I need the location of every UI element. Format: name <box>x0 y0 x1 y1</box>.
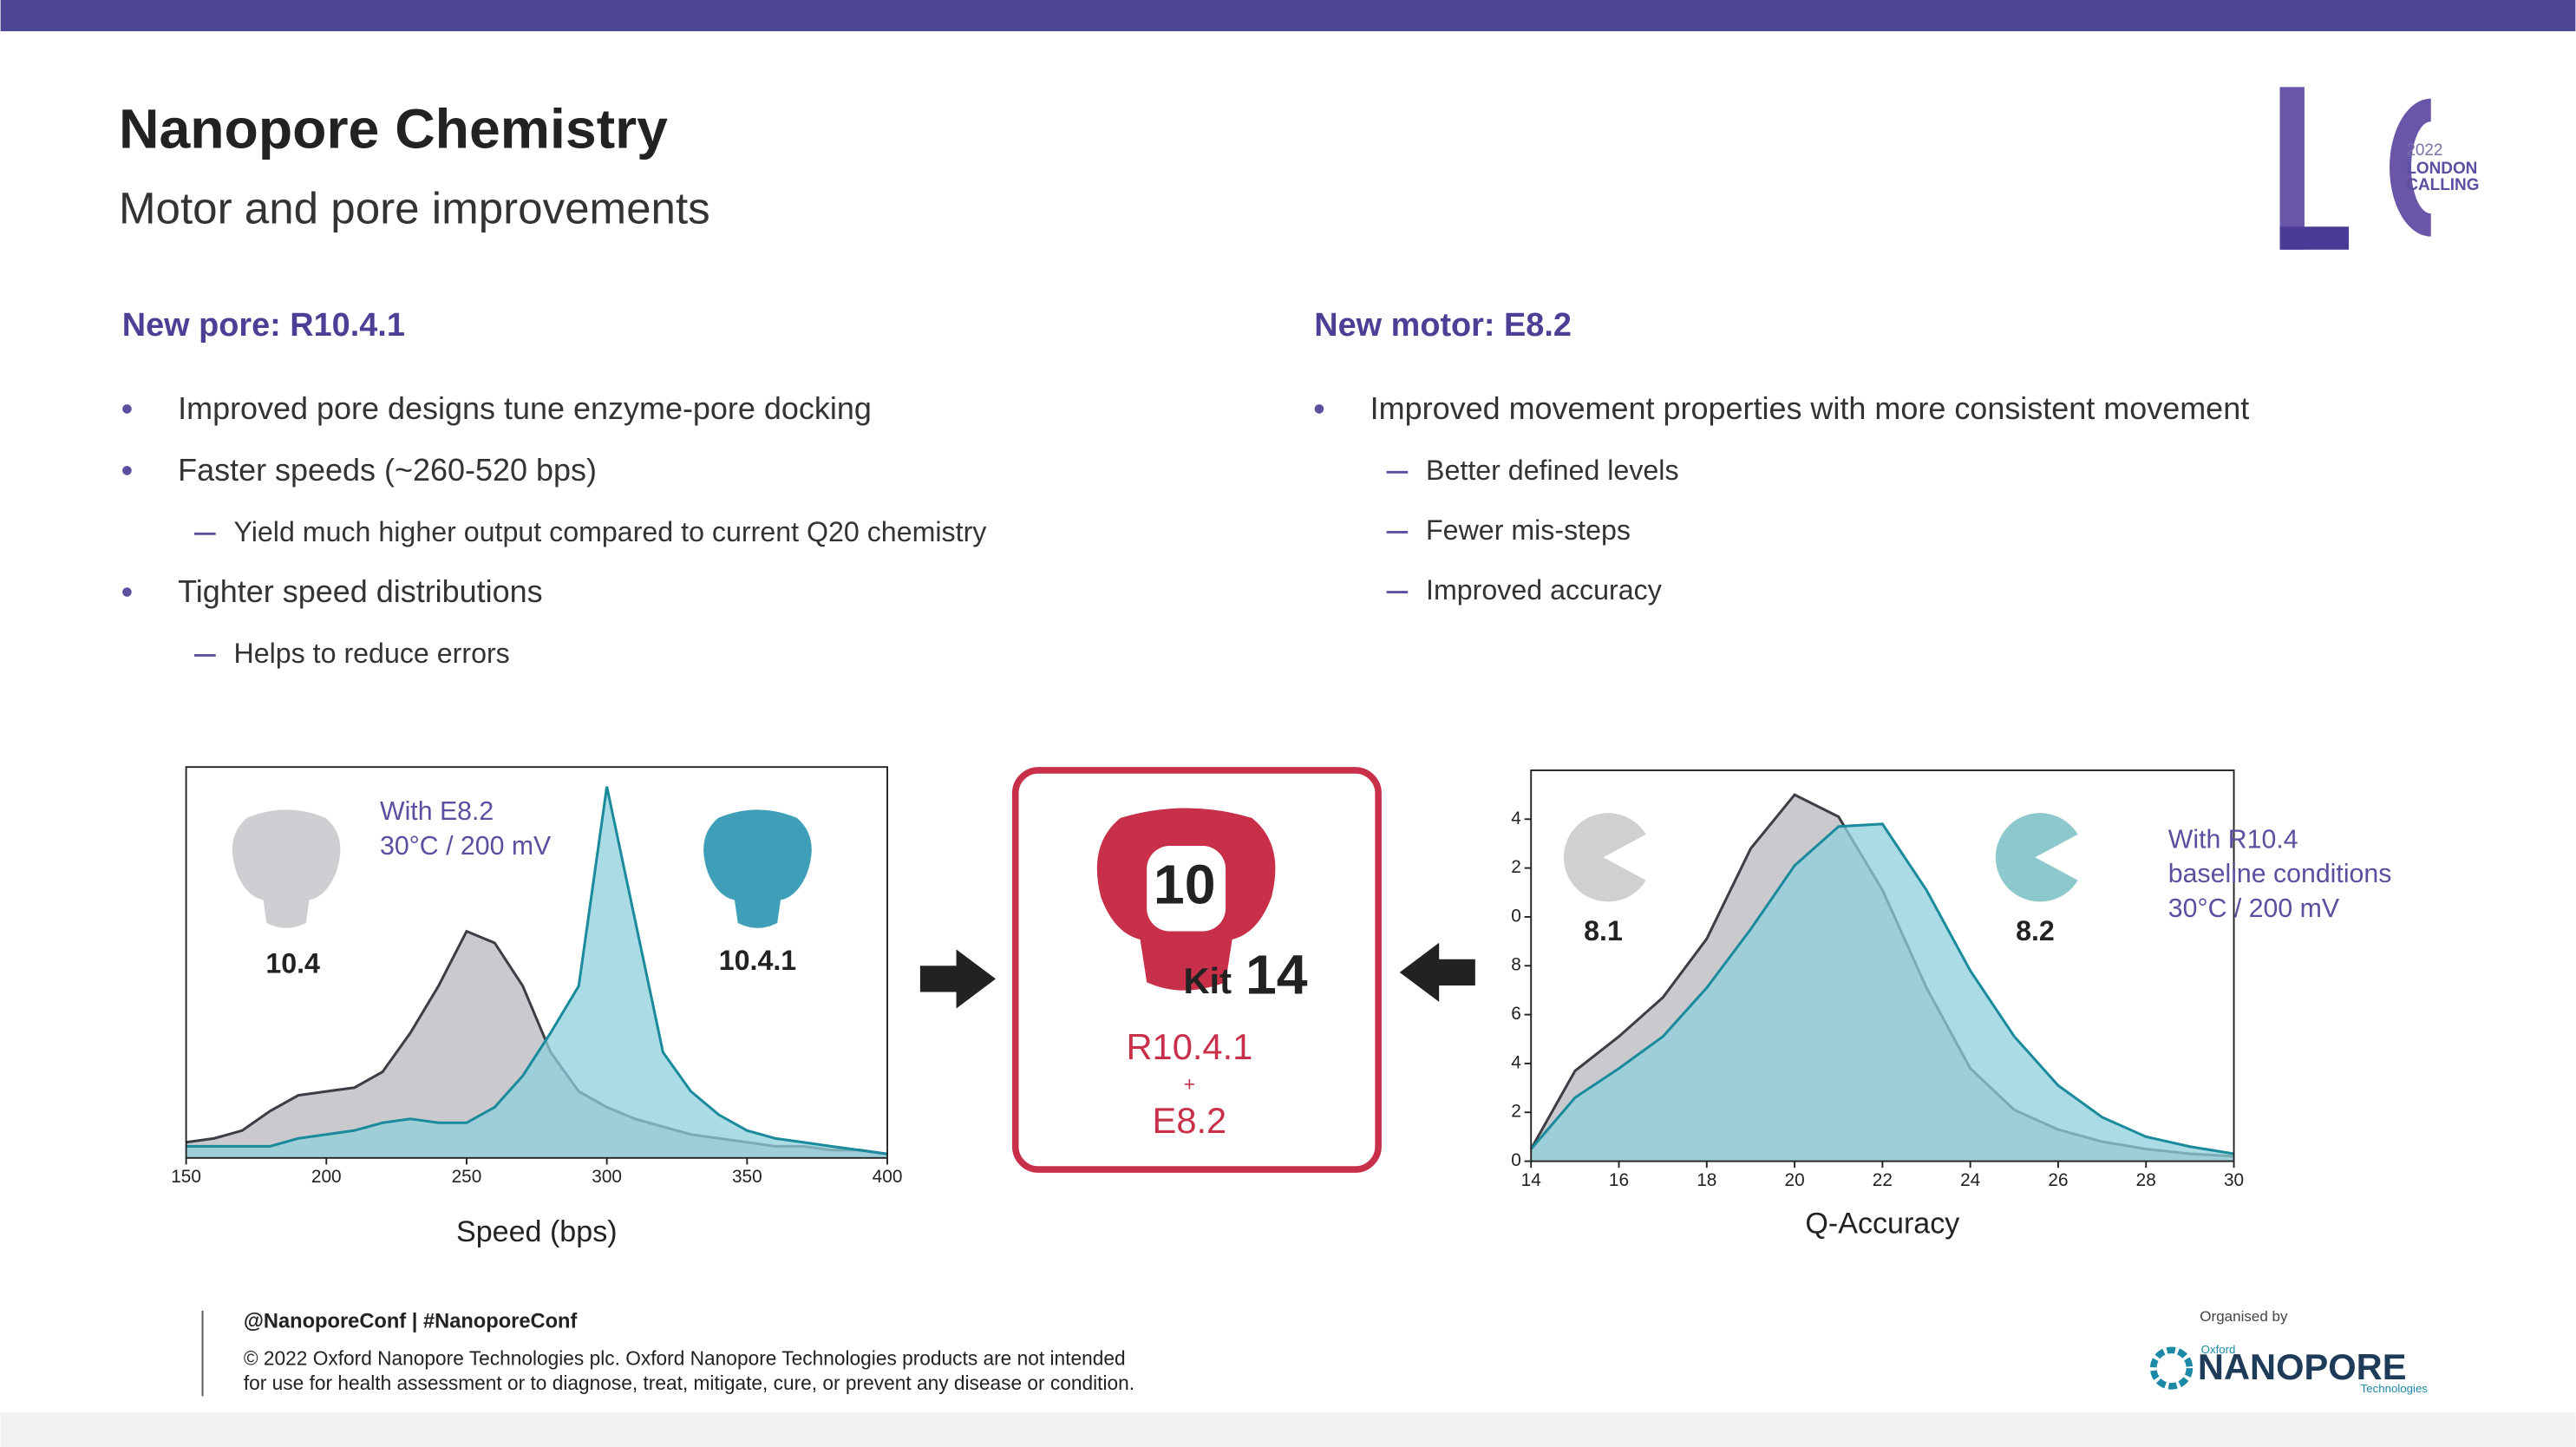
series-label: 10.4 <box>265 948 320 979</box>
kit-line: E8.2 <box>1153 1100 1227 1141</box>
sub-text: Better defined levels <box>1426 455 1679 486</box>
footer-disclaimer: for use for health assessment or to diag… <box>244 1372 1134 1394</box>
series-area <box>1531 823 2234 1162</box>
org-logo-bottom: Technologies <box>2361 1382 2429 1395</box>
motor-icon <box>1995 813 2078 902</box>
kit-line: R10.4.1 <box>1126 1026 1252 1067</box>
y-tick-label: 6 <box>1511 1004 1521 1024</box>
logo-line: LONDON <box>2406 160 2477 178</box>
annotation: 30°C / 200 mV <box>2168 894 2340 923</box>
bullet <box>122 466 132 475</box>
y-tick-label: 4 <box>1511 809 1521 828</box>
title: Nanopore Chemistry <box>119 97 668 160</box>
kit-icon-window <box>1147 846 1226 932</box>
logo-year: 2022 <box>2406 141 2442 160</box>
arrow-left <box>1399 942 1475 1002</box>
x-tick-label: 26 <box>2048 1170 2068 1190</box>
y-tick-label: 8 <box>1511 955 1521 975</box>
y-tick-label: 4 <box>1511 1052 1521 1072</box>
footer: @NanoporeConf | #NanoporeConf © 2022 Oxf… <box>201 1308 2429 1397</box>
pore-icon <box>703 809 812 928</box>
logo-l-foot <box>2279 226 2350 250</box>
bullet <box>122 404 132 414</box>
x-tick-label: 30 <box>2224 1170 2244 1190</box>
sections: New pore: R10.4.1 Improved pore designs t… <box>122 307 2249 669</box>
x-tick-label: 300 <box>592 1167 622 1187</box>
series-line <box>186 786 888 1156</box>
logo-c <box>2390 98 2431 237</box>
logo-line: CALLING <box>2406 176 2479 194</box>
organised-by: Organised by <box>2200 1308 2288 1325</box>
sub-text: Yield much higher output compared to cur… <box>233 516 987 547</box>
x-tick-label: 18 <box>1697 1170 1716 1190</box>
bullet-text: Improved movement properties with more c… <box>1370 390 2250 426</box>
kit-label: Kit <box>1183 960 1232 1001</box>
series-label: 8.1 <box>1584 915 1623 946</box>
bottom-band <box>0 1412 2576 1447</box>
sub-text: Fewer mis-steps <box>1426 514 1631 546</box>
series-label: 10.4.1 <box>719 945 796 976</box>
kit-box: 10 Kit 14 R10.4.1 + E8.2 <box>1011 767 1382 1173</box>
chart: 150 200 250 300 350 400 Speed (bps) With E8.2 30… <box>171 766 903 1248</box>
bullet <box>1314 404 1324 414</box>
bullet <box>122 587 132 597</box>
section-heading: New motor: E8.2 <box>1314 307 1572 344</box>
footer-social: @NanoporeConf | #NanoporeConf <box>244 1310 578 1332</box>
x-tick-label: 400 <box>873 1167 903 1187</box>
x-tick-label: 24 <box>1960 1170 1980 1190</box>
x-tick-label: 20 <box>1785 1170 1805 1190</box>
bullet-text: Tighter speed distributions <box>178 573 543 609</box>
annotation: 30°C / 200 mV <box>380 832 552 861</box>
sub-text: Improved accuracy <box>1426 574 1663 606</box>
org-logo-mark <box>2149 1346 2194 1390</box>
kit-number: 14 <box>1246 943 1308 1005</box>
series-area <box>186 931 888 1158</box>
x-axis-label: Q-Accuracy <box>1805 1207 1959 1240</box>
x-tick-label: 28 <box>2136 1170 2156 1190</box>
org-logo-name: NANOPORE <box>2198 1346 2407 1387</box>
x-tick-label: 200 <box>311 1167 342 1187</box>
x-tick-label: 16 <box>1609 1170 1629 1190</box>
arrow-right <box>919 949 996 1009</box>
x-tick-label: 250 <box>452 1167 482 1187</box>
x-tick-label: 14 <box>1521 1170 1541 1190</box>
chart: 14 16 18 20 22 24 26 28 3002468024Q-AccuracyWith… <box>1511 769 2392 1240</box>
x-tick-label: 150 <box>171 1167 201 1187</box>
annotation: With E8.2 <box>380 797 494 826</box>
y-tick-label: 0 <box>1511 906 1521 926</box>
series-label: 8.2 <box>2016 915 2055 946</box>
x-tick-label: 22 <box>1873 1170 1893 1190</box>
footer-disclaimer: © 2022 Oxford Nanopore Technologies plc.… <box>244 1347 1126 1370</box>
logo: 2022 LONDON CALLING <box>2279 87 2479 250</box>
logo-l <box>2279 87 2305 250</box>
annotation: baseline conditions <box>2168 860 2392 888</box>
bullet-text: Faster speeds (~260-520 bps) <box>178 452 597 488</box>
pore-icon <box>232 809 341 928</box>
series-line <box>1530 822 2234 1156</box>
bullet-text: Improved pore designs tune enzyme-pore d… <box>178 390 872 426</box>
x-tick-label: 350 <box>732 1167 762 1187</box>
series-area <box>186 786 888 1158</box>
top-bar <box>0 0 2576 31</box>
annotation: With R10.4 <box>2168 825 2298 854</box>
y-tick-label: 2 <box>1511 857 1521 877</box>
section-heading: New pore: R10.4.1 <box>122 307 405 344</box>
sub-text: Helps to reduce errors <box>233 638 509 669</box>
kit-line: + <box>1184 1072 1195 1095</box>
plot-frame <box>185 766 888 1159</box>
motor-icon <box>1563 813 1646 902</box>
org-logo-top: Oxford <box>2201 1343 2236 1356</box>
x-axis-label: Speed (bps) <box>456 1215 618 1248</box>
y-tick-label: 2 <box>1511 1102 1521 1122</box>
subtitle: Motor and pore improvements <box>119 184 710 233</box>
y-tick-label: 0 <box>1511 1150 1521 1170</box>
kit-icon-number: 10 <box>1154 853 1216 915</box>
